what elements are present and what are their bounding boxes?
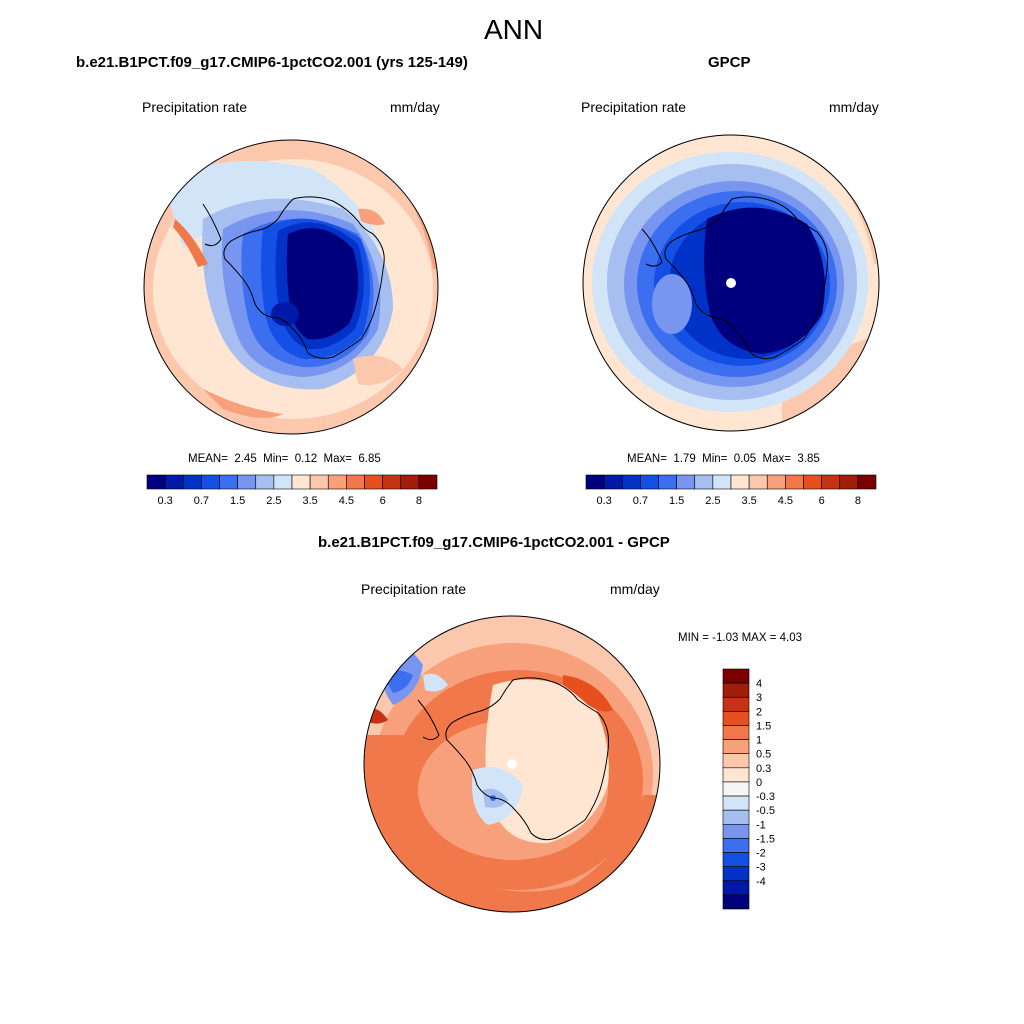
colorbar-tick-label: 0.3 [157, 495, 172, 507]
colorbar-swatch [722, 795, 750, 811]
colorbar-swatch [722, 809, 750, 825]
colorbar-swatch [237, 474, 257, 490]
colorbar-swatch [712, 474, 732, 490]
colorbar-tick-label: 1.5 [756, 720, 771, 732]
obs-panel-title: GPCP [708, 54, 751, 71]
colorbar-swatch [722, 711, 750, 726]
colorbar-tick-label: 4 [756, 678, 762, 690]
colorbar-tick-label: 4.5 [778, 495, 793, 507]
obs-units-label: mm/day [829, 99, 879, 115]
colorbar-swatch [722, 894, 750, 910]
colorbar-swatch [766, 474, 786, 490]
obs-polar-map [582, 134, 880, 432]
colorbar-swatch [839, 474, 859, 490]
colorbar-tick-label: 0.5 [756, 749, 771, 761]
colorbar-swatch [585, 474, 605, 490]
colorbar-tick-label: -2 [756, 848, 766, 860]
colorbar-swatch [621, 474, 641, 490]
colorbar-swatch [722, 725, 750, 740]
colorbar-swatch [346, 474, 365, 490]
colorbar-swatch [182, 474, 202, 490]
colorbar-swatch [164, 474, 184, 490]
obs-variable-label: Precipitation rate [581, 99, 687, 115]
colorbar-tick-label: 3.5 [741, 495, 756, 507]
colorbar-swatch [722, 668, 750, 684]
model-polar-map [143, 139, 439, 435]
colorbar-swatch [327, 474, 347, 490]
colorbar-swatch [722, 781, 750, 797]
colorbar-tick-label: -0.5 [756, 805, 775, 817]
colorbar-swatch [676, 474, 696, 490]
colorbar-tick-label: 8 [855, 495, 861, 507]
diff-polar-map [363, 615, 661, 913]
colorbar-swatch [309, 474, 329, 490]
colorbar-swatch [722, 852, 750, 867]
colorbar-swatch [418, 474, 438, 490]
colorbar-tick-label: 2 [756, 706, 762, 718]
colorbar-swatch [722, 823, 750, 839]
colorbar-swatch [722, 767, 750, 783]
colorbar-tick-label: 0.3 [756, 763, 771, 775]
colorbar-swatch [722, 753, 750, 769]
colorbar-tick-label: 2.5 [705, 495, 720, 507]
colorbar-swatch [722, 838, 750, 853]
colorbar-tick-label: 1.5 [669, 495, 684, 507]
colorbar-tick-label: -4 [756, 876, 766, 888]
colorbar-tick-label: 0.3 [596, 495, 611, 507]
colorbar-tick-label: 6 [380, 495, 386, 507]
colorbar-swatch [785, 474, 804, 490]
colorbar-swatch [382, 474, 402, 490]
diff-min-max: MIN = -1.03 MAX = 4.03 [678, 632, 803, 644]
colorbar-tick-label: 1.5 [230, 495, 245, 507]
colorbar-swatch [658, 474, 677, 490]
colorbar-swatch [821, 474, 841, 490]
colorbar-tick-label: 0 [756, 777, 762, 789]
colorbar-swatch [219, 474, 238, 490]
model-stats: MEAN= 2.45 Min= 0.12 Max= 6.85 [188, 453, 381, 465]
colorbar-swatch [694, 474, 714, 490]
colorbar-swatch [722, 696, 750, 712]
colorbar-swatch [291, 474, 311, 490]
colorbar-swatch [640, 474, 659, 490]
colorbar-tick-label: 4.5 [339, 495, 354, 507]
colorbar-swatch [803, 474, 822, 490]
colorbar-tick-label: -0.3 [756, 791, 775, 803]
colorbar-swatch [722, 682, 750, 698]
model-units-label: mm/day [390, 99, 440, 115]
colorbar-swatch [603, 474, 623, 490]
colorbar-tick-label: 8 [416, 495, 422, 507]
colorbar-swatch [730, 474, 750, 490]
colorbar-tick-label: 3.5 [302, 495, 317, 507]
diff-panel-title: b.e21.B1PCT.f09_g17.CMIP6-1pctCO2.001 - … [318, 534, 670, 551]
obs-colorbar: 0.3 0.7 1.5 2.5 3.5 4.5 6 8 [585, 474, 877, 507]
model-panel-title: b.e21.B1PCT.f09_g17.CMIP6-1pctCO2.001 (y… [76, 54, 468, 71]
obs-stats: MEAN= 1.79 Min= 0.05 Max= 3.85 [627, 453, 820, 465]
colorbar-swatch [146, 474, 166, 490]
colorbar-tick-label: 0.7 [194, 495, 209, 507]
colorbar-swatch [748, 474, 768, 490]
model-variable-label: Precipitation rate [142, 99, 248, 115]
model-colorbar: 0.3 0.7 1.5 2.5 3.5 4.5 6 8 [146, 474, 438, 507]
diff-units-label: mm/day [610, 581, 660, 597]
colorbar-swatch [857, 474, 877, 490]
colorbar-tick-label: -1 [756, 819, 766, 831]
colorbar-swatch [722, 880, 750, 896]
diff-colorbar: 4 3 2 1.5 1 0.5 0.3 0 -0.3 -0.5 -1 -1.5 -2 -3 -4 [722, 668, 775, 910]
colorbar-tick-label: 0.7 [633, 495, 648, 507]
colorbar-swatch [722, 739, 750, 755]
colorbar-swatch [400, 474, 420, 490]
colorbar-swatch [255, 474, 275, 490]
colorbar-tick-label: 3 [756, 692, 762, 704]
colorbar-tick-label: 1 [756, 735, 762, 747]
page-title: ANN [484, 14, 544, 45]
diff-variable-label: Precipitation rate [361, 581, 467, 597]
colorbar-tick-label: -3 [756, 862, 766, 874]
colorbar-swatch [273, 474, 293, 490]
colorbar-tick-label: -1.5 [756, 833, 775, 845]
colorbar-swatch [364, 474, 383, 490]
colorbar-swatch [201, 474, 220, 490]
colorbar-swatch [722, 866, 750, 882]
colorbar-tick-label: 6 [819, 495, 825, 507]
colorbar-tick-label: 2.5 [266, 495, 281, 507]
